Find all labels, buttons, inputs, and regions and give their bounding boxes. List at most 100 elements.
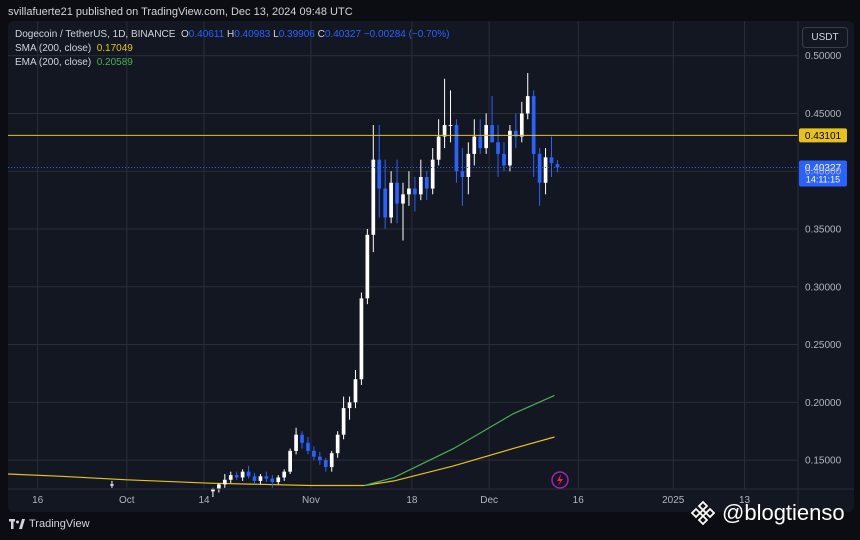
candle-body (234, 475, 239, 478)
candle[interactable] (472, 119, 477, 166)
publisher-line: svillafuerte21 published on TradingView.… (8, 6, 353, 18)
candle[interactable] (514, 113, 518, 149)
candle[interactable] (377, 125, 382, 218)
chart-panel[interactable]: 0.43101 0.40327 14:11:15 0.15000 0.20000 0.2… (8, 21, 854, 512)
candle[interactable] (371, 125, 376, 253)
candle[interactable] (430, 148, 435, 195)
x-tick-label: 2025 (662, 495, 685, 506)
tradingview-logo[interactable]: TradingView (9, 518, 90, 530)
candle[interactable] (329, 450, 334, 472)
candle[interactable] (347, 396, 352, 420)
candle[interactable] (222, 473, 227, 488)
candle[interactable] (264, 471, 269, 483)
candle[interactable] (448, 90, 453, 143)
x-tick-label: 16 (32, 495, 44, 506)
ema-line-layer (364, 394, 555, 487)
candle[interactable] (383, 159, 388, 229)
candle[interactable] (276, 475, 281, 485)
candle[interactable] (318, 452, 322, 465)
time-axis: 16 Oct 14 Nov 18 Dec 16 2025 13 (8, 488, 854, 506)
candle-body (300, 434, 304, 443)
resistance-price-tag (799, 128, 847, 143)
legend-change: −0.00284 (−0.70%) (363, 29, 450, 40)
legend-ema[interactable]: EMA (200, close) 0.20589 (15, 57, 133, 68)
y-tick-label: 0.25000 (805, 340, 842, 351)
candle[interactable] (466, 142, 471, 195)
bolt-icon[interactable] (551, 471, 569, 489)
candle[interactable] (537, 148, 542, 206)
candle[interactable] (525, 73, 530, 120)
candle[interactable] (335, 431, 340, 458)
candle-body (413, 188, 417, 195)
candle[interactable] (353, 369, 358, 409)
candle[interactable] (549, 136, 554, 177)
candle[interactable] (395, 159, 399, 224)
legend-o-label: O (181, 29, 189, 40)
candle[interactable] (359, 292, 364, 385)
candle[interactable] (555, 159, 560, 173)
candle[interactable] (234, 471, 239, 480)
candle[interactable] (454, 119, 459, 183)
candle[interactable] (401, 182, 405, 241)
y-tick-label: 0.40000 (805, 167, 842, 178)
candle-body (323, 460, 328, 468)
candle-body (246, 471, 251, 477)
candle[interactable] (300, 431, 304, 449)
candle[interactable] (543, 148, 548, 195)
candle-body (228, 475, 233, 480)
candle[interactable] (502, 142, 506, 172)
candle-body (365, 234, 370, 299)
candle-body (448, 125, 453, 126)
candle[interactable] (365, 229, 370, 305)
currency-button[interactable]: USDT (802, 27, 848, 48)
candle[interactable] (484, 113, 488, 154)
candle-body (430, 159, 435, 189)
candle[interactable] (442, 78, 447, 149)
candle[interactable] (323, 457, 328, 472)
ema-label: EMA (200, close) (15, 57, 92, 68)
candle-body (329, 453, 334, 468)
candle[interactable] (288, 448, 292, 474)
binance-icon (690, 500, 716, 526)
candle[interactable] (407, 171, 411, 206)
y-tick-label: 0.20000 (805, 398, 842, 409)
y-tick-label: 0.15000 (805, 456, 842, 467)
legend-sma[interactable]: SMA (200, close) 0.17049 (15, 43, 133, 54)
candle[interactable] (389, 171, 393, 224)
ema-line (364, 394, 555, 487)
candle[interactable] (258, 473, 263, 485)
candle[interactable] (246, 465, 251, 479)
candle[interactable] (418, 159, 423, 201)
candle[interactable] (282, 469, 287, 481)
candle[interactable] (413, 177, 417, 212)
candle[interactable] (306, 437, 310, 455)
candle-body (306, 442, 310, 451)
candle-body (502, 153, 506, 166)
candle[interactable] (424, 171, 429, 201)
candle[interactable] (240, 469, 245, 481)
candle[interactable] (478, 119, 483, 154)
candle[interactable] (228, 471, 233, 484)
candle-body (359, 298, 364, 380)
candle[interactable] (460, 148, 465, 206)
candle[interactable] (252, 472, 257, 484)
candle[interactable] (270, 475, 275, 488)
candle[interactable] (436, 119, 441, 166)
candle[interactable] (496, 125, 500, 177)
candle[interactable] (490, 96, 494, 143)
candle[interactable] (110, 480, 114, 488)
candle[interactable] (217, 483, 221, 493)
candle[interactable] (312, 446, 316, 461)
candle[interactable] (531, 90, 536, 177)
candle-body (389, 182, 393, 218)
candle[interactable] (294, 427, 298, 455)
candle-body (264, 476, 269, 479)
candle-body (395, 182, 399, 204)
candle-body (472, 136, 477, 154)
candle[interactable] (341, 396, 346, 440)
candle[interactable] (508, 125, 512, 172)
candle-body (312, 450, 316, 457)
candle-body (258, 476, 263, 481)
